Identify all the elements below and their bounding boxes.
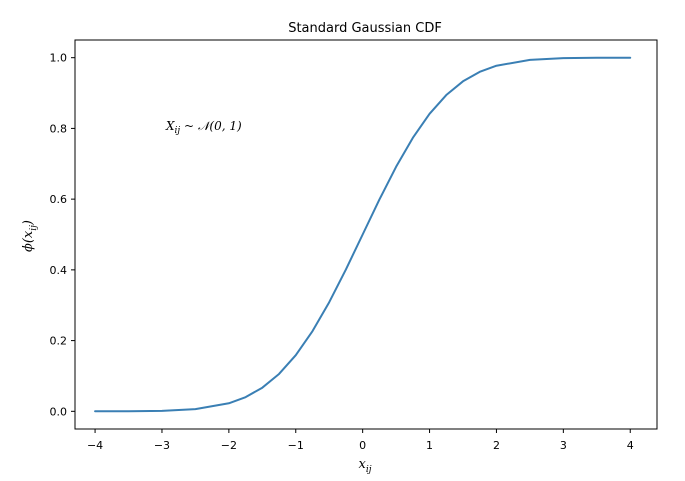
x-tick-label: −1 <box>288 439 304 452</box>
y-tick-label: 1.0 <box>50 52 68 65</box>
chart-title: Standard Gaussian CDF <box>288 21 442 36</box>
y-tick-label: 0.4 <box>50 264 68 277</box>
x-tick-label: −3 <box>154 439 170 452</box>
y-tick-label: 0.2 <box>50 335 68 348</box>
series-layer <box>94 56 632 413</box>
plot-frame <box>74 39 658 430</box>
x-tick-label: 4 <box>627 439 634 452</box>
x-tick-label: 2 <box>493 439 500 452</box>
x-tick-label: 3 <box>560 439 567 452</box>
x-axis-ticks: −4 −3 −2 −1 0 1 2 3 4 <box>87 429 634 452</box>
y-axis-ticks: 0.0 0.2 0.4 0.6 0.8 1.0 <box>50 52 75 418</box>
x-tick-label: −2 <box>221 439 237 452</box>
plot-area: −4 −3 −2 −1 0 1 2 3 4 0.0 0.2 0.4 0.6 0.8 1.0 <box>50 39 658 452</box>
y-tick-label: 0.0 <box>50 405 68 418</box>
y-tick-label: 0.8 <box>50 122 68 135</box>
cdf-series-line <box>94 56 632 413</box>
x-tick-label: 1 <box>426 439 433 452</box>
x-tick-label: 0 <box>359 439 366 452</box>
y-tick-label: 0.6 <box>50 193 68 206</box>
x-tick-label: −4 <box>87 439 103 452</box>
annotation-label: Xij ~ 𝒩(0, 1) <box>165 119 242 136</box>
